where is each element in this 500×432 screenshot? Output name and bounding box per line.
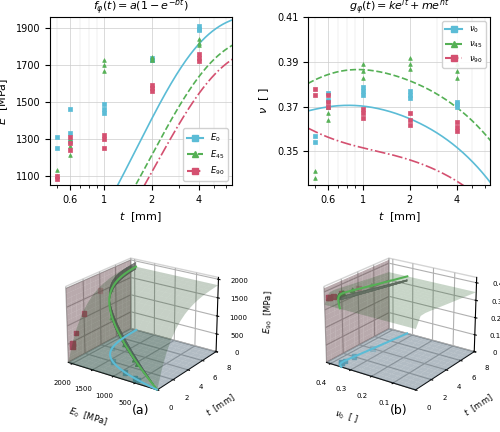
Point	[195, 27, 203, 34]
Point	[148, 54, 156, 60]
Point	[406, 61, 413, 68]
Point	[66, 135, 74, 142]
Point	[100, 132, 108, 139]
Point	[358, 83, 366, 90]
Point	[406, 94, 413, 101]
Title: $f_\varphi(t) = a(1 - e^{-bt})$: $f_\varphi(t) = a(1 - e^{-bt})$	[93, 0, 188, 17]
X-axis label: $E_0$  [MPa]: $E_0$ [MPa]	[67, 405, 109, 429]
Point	[358, 61, 366, 68]
Point	[324, 90, 332, 97]
Point	[100, 110, 108, 117]
Point	[53, 145, 61, 152]
Point	[358, 92, 366, 99]
Point	[53, 133, 61, 140]
Title: $g_\varphi(t) = ke^{lt} + me^{nt}$: $g_\varphi(t) = ke^{lt} + me^{nt}$	[349, 0, 450, 17]
X-axis label: $t$  [mm]: $t$ [mm]	[378, 210, 420, 224]
Point	[358, 110, 366, 117]
Point	[195, 51, 203, 57]
Point	[100, 67, 108, 74]
Point	[312, 168, 320, 175]
Point	[406, 65, 413, 72]
Y-axis label: $\nu$  [ ]: $\nu$ [ ]	[258, 88, 272, 114]
Point	[324, 110, 332, 117]
Point	[358, 74, 366, 81]
Point	[53, 176, 61, 183]
Point	[453, 67, 461, 74]
Point	[406, 110, 413, 117]
Point	[358, 114, 366, 121]
Point	[66, 137, 74, 144]
Point	[148, 56, 156, 63]
Point	[148, 88, 156, 95]
Point	[148, 82, 156, 89]
Point	[66, 139, 74, 146]
Point	[453, 128, 461, 135]
Point	[312, 86, 320, 92]
Point	[358, 105, 366, 112]
Point	[453, 61, 461, 68]
Point	[195, 36, 203, 43]
Point	[453, 119, 461, 126]
Point	[312, 139, 320, 146]
Point	[312, 175, 320, 181]
Text: (b): (b)	[390, 404, 408, 417]
Point	[324, 92, 332, 99]
Point	[148, 54, 156, 61]
Point	[66, 133, 74, 140]
Point	[406, 92, 413, 99]
Point	[66, 146, 74, 153]
Text: (a): (a)	[132, 404, 150, 417]
Point	[53, 172, 61, 179]
Point	[453, 101, 461, 108]
X-axis label: $t$  [mm]: $t$ [mm]	[120, 210, 162, 224]
Point	[195, 26, 203, 33]
Point	[195, 54, 203, 61]
Point	[148, 85, 156, 92]
Point	[453, 103, 461, 110]
Point	[406, 117, 413, 124]
Point	[195, 41, 203, 48]
Point	[195, 23, 203, 30]
X-axis label: $\nu_0$  [ ]: $\nu_0$ [ ]	[332, 407, 359, 426]
Legend: $\nu_0$, $\nu_{45}$, $\nu_{90}$: $\nu_0$, $\nu_{45}$, $\nu_{90}$	[442, 22, 486, 68]
Point	[406, 88, 413, 95]
Point	[100, 62, 108, 69]
Point	[324, 103, 332, 110]
Point	[195, 58, 203, 65]
Y-axis label: $t$  [mm]: $t$ [mm]	[204, 392, 237, 419]
Point	[358, 88, 366, 95]
Point	[406, 54, 413, 61]
Point	[100, 56, 108, 63]
Point	[406, 121, 413, 128]
Point	[66, 130, 74, 137]
Point	[66, 143, 74, 149]
Point	[453, 74, 461, 81]
Point	[324, 117, 332, 124]
Y-axis label: $t$  [mm]: $t$ [mm]	[462, 392, 496, 419]
Point	[100, 106, 108, 113]
Point	[53, 167, 61, 174]
Point	[66, 152, 74, 159]
Point	[100, 145, 108, 152]
Point	[100, 100, 108, 107]
Y-axis label: $E$  [MPa]: $E$ [MPa]	[0, 78, 10, 124]
Point	[148, 56, 156, 63]
Point	[53, 172, 61, 179]
Point	[195, 40, 203, 47]
Point	[324, 96, 332, 103]
Point	[324, 99, 332, 106]
Point	[324, 103, 332, 110]
Point	[453, 99, 461, 106]
Legend: $E_0$, $E_{45}$, $E_{90}$: $E_0$, $E_{45}$, $E_{90}$	[184, 128, 228, 181]
Point	[148, 55, 156, 62]
Point	[324, 103, 332, 110]
Point	[100, 135, 108, 142]
Point	[453, 123, 461, 130]
Point	[66, 106, 74, 113]
Point	[358, 67, 366, 74]
Point	[312, 92, 320, 99]
Point	[148, 56, 156, 63]
Point	[312, 132, 320, 139]
